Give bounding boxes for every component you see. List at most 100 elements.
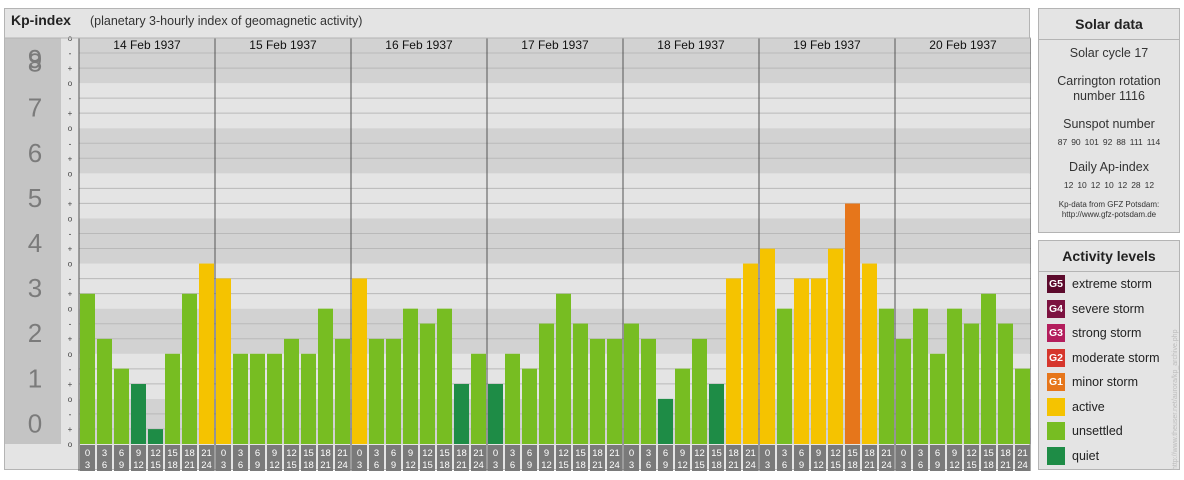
hour-range-box — [148, 445, 163, 471]
hour-range-box — [998, 445, 1013, 471]
hour-range-end: 12 — [269, 460, 280, 471]
kp-bar — [165, 353, 180, 444]
ap-index-label: Daily Ap-index — [1069, 160, 1149, 174]
minor-tick-symbol: - — [69, 139, 72, 148]
hour-range-end: 9 — [527, 460, 532, 471]
hour-range-start: 12 — [286, 448, 297, 459]
day-label: 15 Feb 1937 — [249, 38, 317, 52]
hour-range-start: 21 — [1017, 448, 1028, 459]
minor-tick-symbol: + — [68, 109, 73, 118]
hour-range-end: 18 — [303, 460, 314, 471]
hour-range-end: 24 — [1017, 460, 1028, 471]
y-tick-label: 5 — [28, 183, 42, 213]
day-label: 16 Feb 1937 — [385, 38, 453, 52]
hour-range-start: 6 — [527, 448, 532, 459]
hour-range-start: 15 — [983, 448, 994, 459]
hour-range-end: 6 — [238, 460, 243, 471]
hour-range-box — [284, 445, 299, 471]
hour-range-start: 9 — [952, 448, 957, 459]
kp-bar — [913, 308, 928, 444]
kp-band — [79, 173, 1031, 219]
hour-range-box — [828, 445, 843, 471]
hour-range-start: 0 — [629, 448, 634, 459]
hour-range-box — [369, 445, 384, 471]
kp-bar — [131, 384, 146, 444]
minor-tick-symbol: - — [69, 410, 72, 419]
kp-bar — [726, 278, 741, 444]
hour-range-end: 12 — [405, 460, 416, 471]
hour-range-box — [522, 445, 537, 471]
hour-range-box — [199, 445, 214, 471]
sunspot-values: 87 90 101 92 88 111 114 — [1039, 137, 1179, 147]
hour-range-start: 12 — [150, 448, 161, 459]
hour-range-start: 9 — [408, 448, 413, 459]
hour-range-start: 6 — [935, 448, 940, 459]
hour-range-end: 24 — [201, 460, 212, 471]
kp-bar — [845, 203, 860, 444]
hour-range-start: 15 — [711, 448, 722, 459]
minor-tick-symbol: o — [68, 169, 73, 178]
hour-range-box — [233, 445, 248, 471]
kp-bar — [998, 323, 1013, 444]
kp-bar — [454, 384, 469, 444]
kp-band — [79, 218, 1031, 264]
hour-range-box — [403, 445, 418, 471]
hour-range-box — [301, 445, 316, 471]
sunspot-value: 90 — [1071, 137, 1081, 147]
sunspot-value: 87 — [1057, 137, 1068, 147]
ap-value: 12 — [1063, 180, 1074, 190]
kp-bar — [488, 384, 503, 444]
minor-tick-symbol: o — [68, 124, 73, 133]
legend-label: extreme storm — [1072, 277, 1152, 291]
kp-bar — [301, 353, 316, 444]
kp-bar — [420, 323, 435, 444]
minor-tick-symbol: - — [69, 229, 72, 238]
hour-range-end: 12 — [541, 460, 552, 471]
minor-tick-symbol: o — [68, 214, 73, 223]
sunspot-value: 92 — [1102, 137, 1113, 147]
minor-tick-symbol: + — [68, 290, 73, 299]
hour-range-box — [539, 445, 554, 471]
hour-range-box — [658, 445, 673, 471]
hour-range-start: 3 — [374, 448, 379, 459]
sunspot-label: Sunspot number — [1063, 117, 1155, 131]
kp-bar — [284, 338, 299, 444]
hour-range-end: 12 — [813, 460, 824, 471]
hour-range-end: 21 — [864, 460, 875, 471]
solar-data-heading: Solar data — [1039, 9, 1179, 40]
kp-bar — [675, 368, 690, 444]
hour-range-start: 12 — [694, 448, 705, 459]
hour-range-start: 9 — [272, 448, 277, 459]
chart-subtitle: (planetary 3-hourly index of geomagnetic… — [90, 14, 363, 28]
hour-range-end: 15 — [694, 460, 705, 471]
kp-bar — [318, 308, 333, 444]
hour-range-box — [811, 445, 826, 471]
credit-link[interactable]: http://www.gfz-potsdam.de — [1061, 210, 1157, 219]
hour-range-start: 18 — [728, 448, 739, 459]
day-label: 18 Feb 1937 — [657, 38, 725, 52]
hour-range-start: 21 — [473, 448, 484, 459]
legend-label: active — [1072, 399, 1105, 414]
hour-range-box — [97, 445, 112, 471]
hour-range-box — [641, 445, 656, 471]
hour-range-end: 3 — [765, 460, 770, 471]
hour-range-box — [420, 445, 435, 471]
sunspot-value: 111 — [1129, 137, 1143, 147]
day-label: 19 Feb 1937 — [793, 38, 861, 52]
hour-range-start: 0 — [221, 448, 226, 459]
kp-bar — [692, 338, 707, 444]
kp-bar — [386, 338, 401, 444]
y-tick-label: 4 — [28, 228, 42, 258]
hour-range-box — [352, 445, 367, 471]
hour-range-box — [964, 445, 979, 471]
minor-tick-symbol: o — [68, 260, 73, 269]
hour-range-start: 6 — [391, 448, 396, 459]
hour-range-start: 12 — [558, 448, 569, 459]
hour-range-end: 24 — [609, 460, 620, 471]
hour-range-start: 3 — [102, 448, 107, 459]
kp-bar — [947, 308, 962, 444]
hour-range-end: 15 — [422, 460, 433, 471]
hour-range-start: 15 — [575, 448, 586, 459]
hour-range-box — [573, 445, 588, 471]
hour-range-end: 21 — [320, 460, 331, 471]
